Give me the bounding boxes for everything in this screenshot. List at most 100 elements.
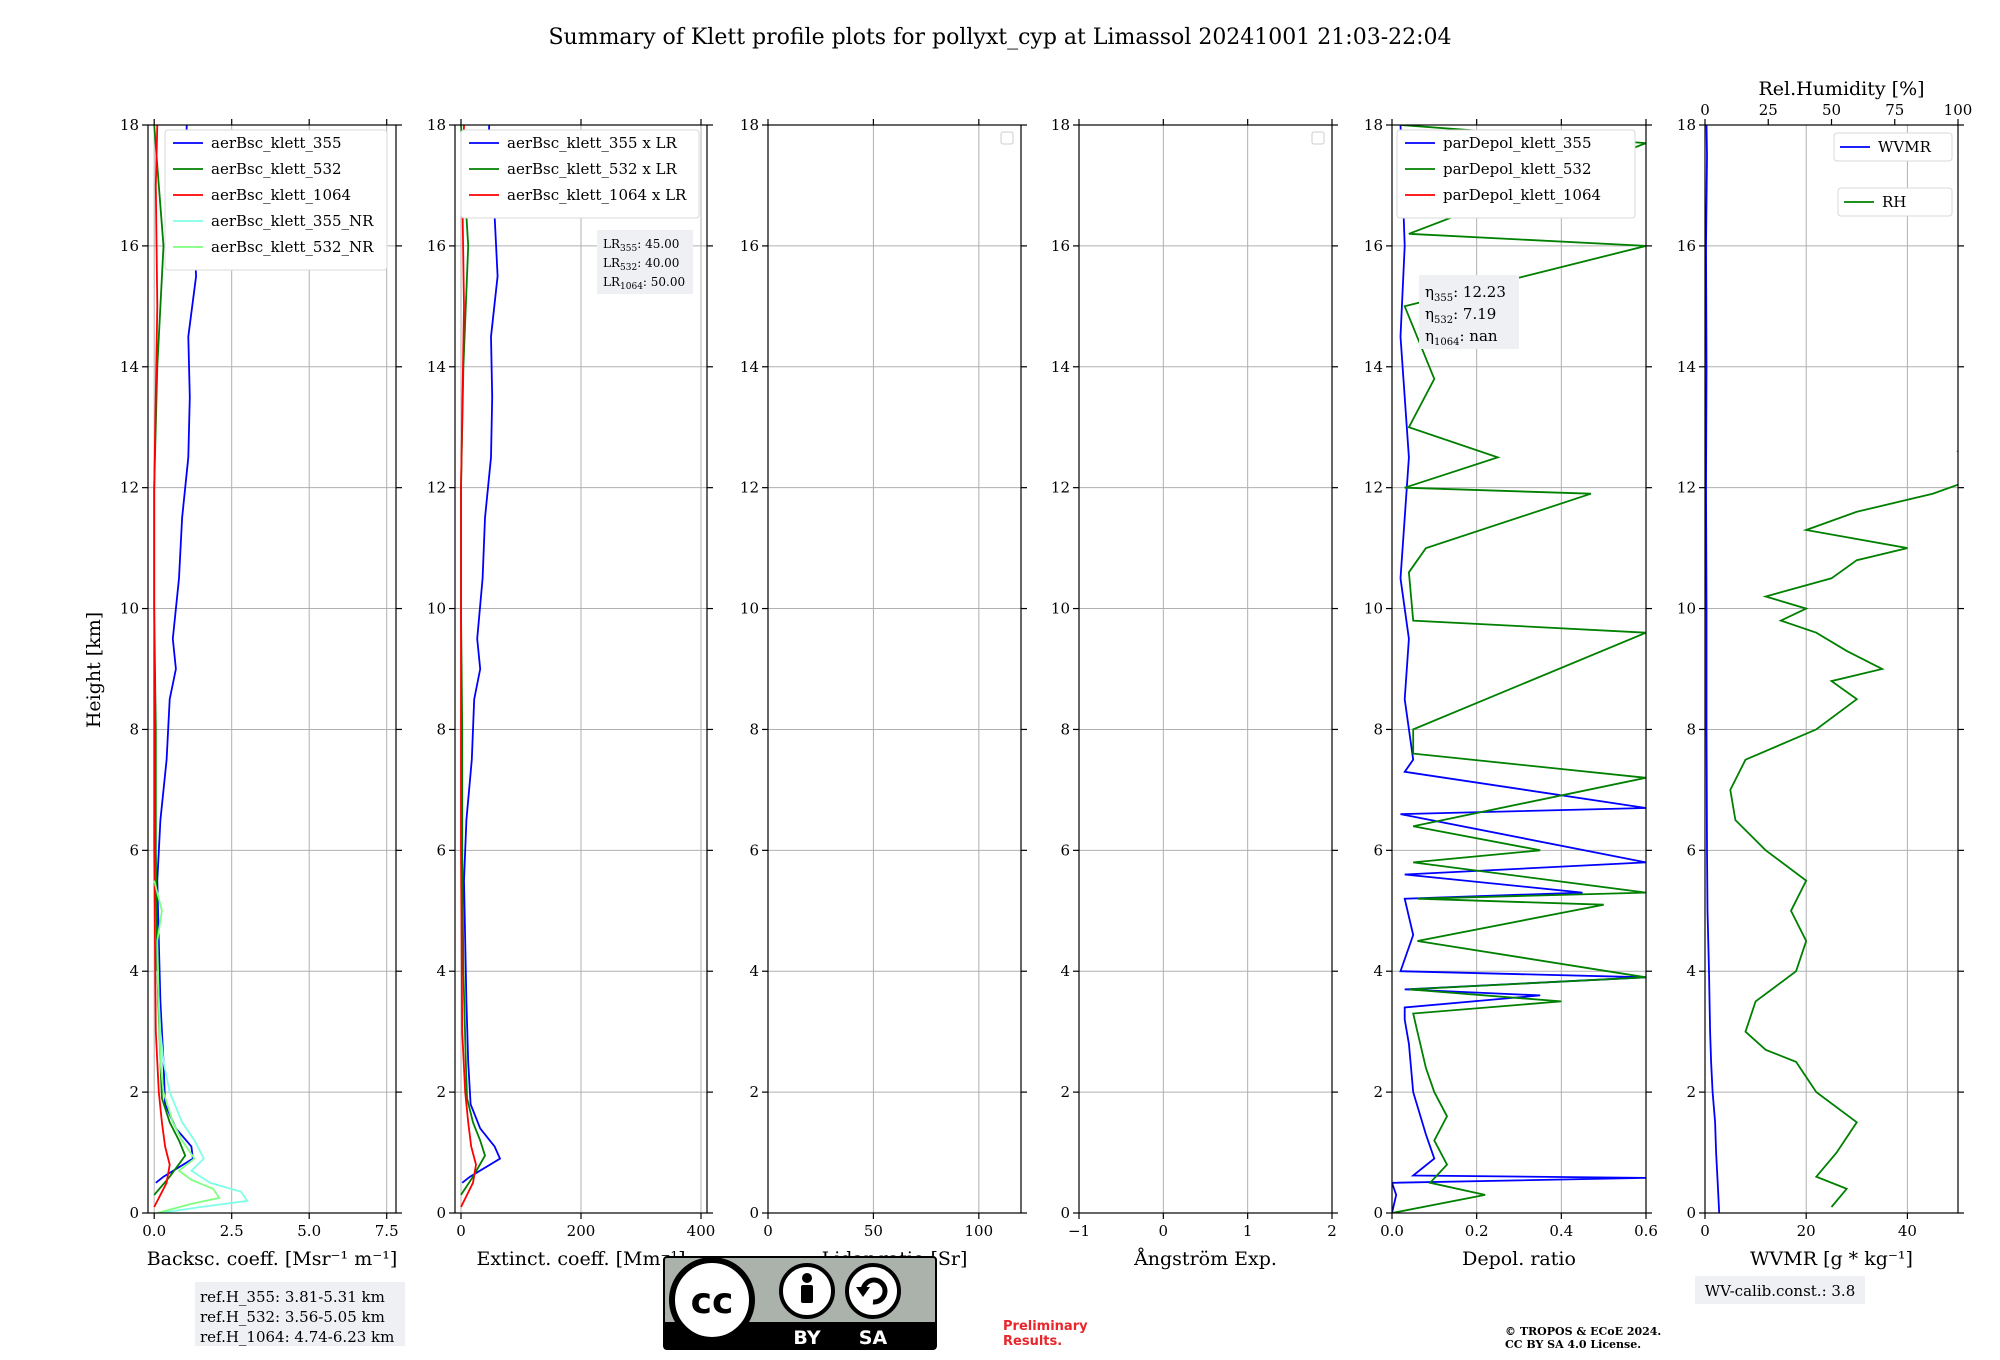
ytick-label: 2 — [129, 1083, 139, 1101]
xtick-label: 0 — [1159, 1222, 1169, 1240]
copyright-line2: CC BY SA 4.0 License. — [1505, 1338, 1641, 1351]
lidar-ratio-box: LR355: 45.00 LR532: 40.00 LR1064: 50.00 — [597, 230, 693, 294]
x-axis-label: Backsc. coeff. [Msr⁻¹ m⁻¹] — [147, 1248, 398, 1270]
ytick-label: 18 — [427, 116, 446, 134]
ytick-label: 14 — [740, 358, 759, 376]
ytick-label: 0 — [1060, 1204, 1070, 1222]
legend-label-aerBsc_klett_1064 x LR: aerBsc_klett_1064 x LR — [507, 186, 687, 204]
preliminary-line1: Preliminary — [1003, 1319, 1088, 1334]
eta-box: η355: 12.23 η532: 7.19 η1064: nan — [1419, 275, 1519, 349]
ytick-label: 6 — [1373, 841, 1383, 859]
x-axis-label: Depol. ratio — [1462, 1248, 1576, 1270]
ytick-label: 14 — [120, 358, 139, 376]
empty-legend — [1000, 131, 1014, 145]
ref-heights-box: ref.H_355: 3.81-5.31 km ref.H_532: 3.56-… — [195, 1282, 405, 1346]
chart-panel-backscatter: 0 2 4 6 8 10 12 14 16 18 0.0 2.5 5.0 7.5 Backsc. coeff… — [120, 116, 402, 1270]
ytick-label: 16 — [740, 237, 759, 255]
ytick-label: 18 — [1364, 116, 1383, 134]
ytick-label: 4 — [436, 962, 446, 980]
xtick-label: 0 — [1700, 1222, 1710, 1240]
ytick-label: 16 — [1677, 237, 1696, 255]
ytick-label: 16 — [427, 237, 446, 255]
legend-box — [460, 129, 700, 219]
ytick-label: 14 — [1051, 358, 1070, 376]
top-xtick-label: 50 — [1822, 101, 1841, 119]
xtick-label: 7.5 — [375, 1222, 399, 1240]
xtick-label: 0 — [763, 1222, 773, 1240]
ytick-label: 4 — [749, 962, 759, 980]
legend-box — [1396, 129, 1636, 219]
series-line-aerBsc_klett_1064 — [153, 125, 171, 1208]
ytick-label: 12 — [1051, 479, 1070, 497]
ytick-label: 0 — [749, 1204, 759, 1222]
xtick-label: 0.2 — [1465, 1222, 1489, 1240]
legend-label-aerBsc_klett_532: aerBsc_klett_532 — [211, 160, 342, 178]
ytick-label: 10 — [740, 600, 759, 618]
ytick-label: 0 — [1686, 1204, 1696, 1222]
xtick-label: 0 — [456, 1222, 466, 1240]
top-axis-label: Rel.Humidity [%] — [1758, 78, 1924, 100]
chart-panel-depol: 0 2 4 6 8 10 12 14 16 18 0.0 0.2 0.4 0.6 Depol. ratio p… — [1364, 116, 1658, 1270]
ytick-label: 16 — [1364, 237, 1383, 255]
xtick-label: 0.4 — [1549, 1222, 1573, 1240]
axes-frame — [1391, 124, 1647, 1214]
svg-text:cc: cc — [691, 1281, 734, 1322]
ytick-label: 2 — [1686, 1083, 1696, 1101]
xtick-label: 0.6 — [1634, 1222, 1658, 1240]
ytick-label: 4 — [1060, 962, 1070, 980]
ytick-label: 18 — [740, 116, 759, 134]
xtick-label: 100 — [965, 1222, 994, 1240]
legend-label-aerBsc_klett_355_NR: aerBsc_klett_355_NR — [211, 212, 374, 230]
ytick-label: 2 — [1373, 1083, 1383, 1101]
empty-legend — [1311, 131, 1325, 145]
ytick-label: 6 — [129, 841, 139, 859]
legend: aerBsc_klett_355 x LR aerBsc_klett_532 x … — [460, 129, 700, 219]
ytick-label: 14 — [1677, 358, 1696, 376]
x-axis-label: Extinct. coeff. [Mm⁻¹] — [476, 1248, 685, 1270]
legend-label-parDepol_klett_532: parDepol_klett_532 — [1443, 160, 1592, 178]
xtick-label: 0.0 — [1380, 1222, 1404, 1240]
ytick-label: 12 — [120, 479, 139, 497]
series-line-aerBsc_klett_1064 x LR — [460, 125, 477, 1208]
series-line-parDepol_klett_532 — [1392, 125, 1646, 1213]
y-axis-label: Height [km] — [83, 612, 105, 728]
legend-label-aerBsc_klett_355 x LR: aerBsc_klett_355 x LR — [507, 134, 678, 152]
sa-label: SA — [859, 1327, 888, 1349]
xtick-label: −1 — [1068, 1222, 1090, 1240]
ytick-label: 10 — [1364, 600, 1383, 618]
legend-label-parDepol_klett_355: parDepol_klett_355 — [1443, 134, 1592, 152]
ref-height-355: ref.H_355: 3.81-5.31 km — [200, 1288, 385, 1306]
ytick-label: 8 — [749, 720, 759, 738]
ytick-label: 4 — [129, 962, 139, 980]
series-line-aerBsc_klett_532_NR — [153, 880, 221, 1213]
ytick-label: 8 — [129, 720, 139, 738]
ytick-label: 6 — [436, 841, 446, 859]
ytick-label: 0 — [1373, 1204, 1383, 1222]
axes-frame — [1078, 124, 1333, 1214]
ytick-label: 2 — [1060, 1083, 1070, 1101]
x-axis-label: WVMR [g * kg⁻¹] — [1750, 1248, 1913, 1270]
legend: WVMR RH — [1833, 132, 1953, 217]
top-xtick-label: 0 — [1700, 101, 1710, 119]
figure-title: Summary of Klett profile plots for polly… — [548, 25, 1451, 50]
axes-frame — [1704, 124, 1959, 1214]
ytick-label: 6 — [749, 841, 759, 859]
xtick-label: 400 — [687, 1222, 716, 1240]
series-line-parDepol_klett_355 — [1392, 125, 1646, 1213]
ytick-label: 16 — [120, 237, 139, 255]
ytick-label: 10 — [120, 600, 139, 618]
ytick-label: 12 — [740, 479, 759, 497]
axes-frame — [147, 124, 397, 1214]
ytick-label: 12 — [427, 479, 446, 497]
cc-license-badge[interactable]: cc BY SA — [663, 1256, 937, 1350]
ref-height-1064: ref.H_1064: 4.74-6.23 km — [200, 1328, 394, 1346]
ytick-label: 18 — [1051, 116, 1070, 134]
legend-box-rh — [1837, 187, 1953, 217]
xtick-label: 2.5 — [220, 1222, 244, 1240]
ytick-label: 18 — [120, 116, 139, 134]
series-line-aerBsc_klett_532 — [153, 125, 187, 1196]
ytick-label: 8 — [1060, 720, 1070, 738]
by-label: BY — [793, 1327, 820, 1349]
